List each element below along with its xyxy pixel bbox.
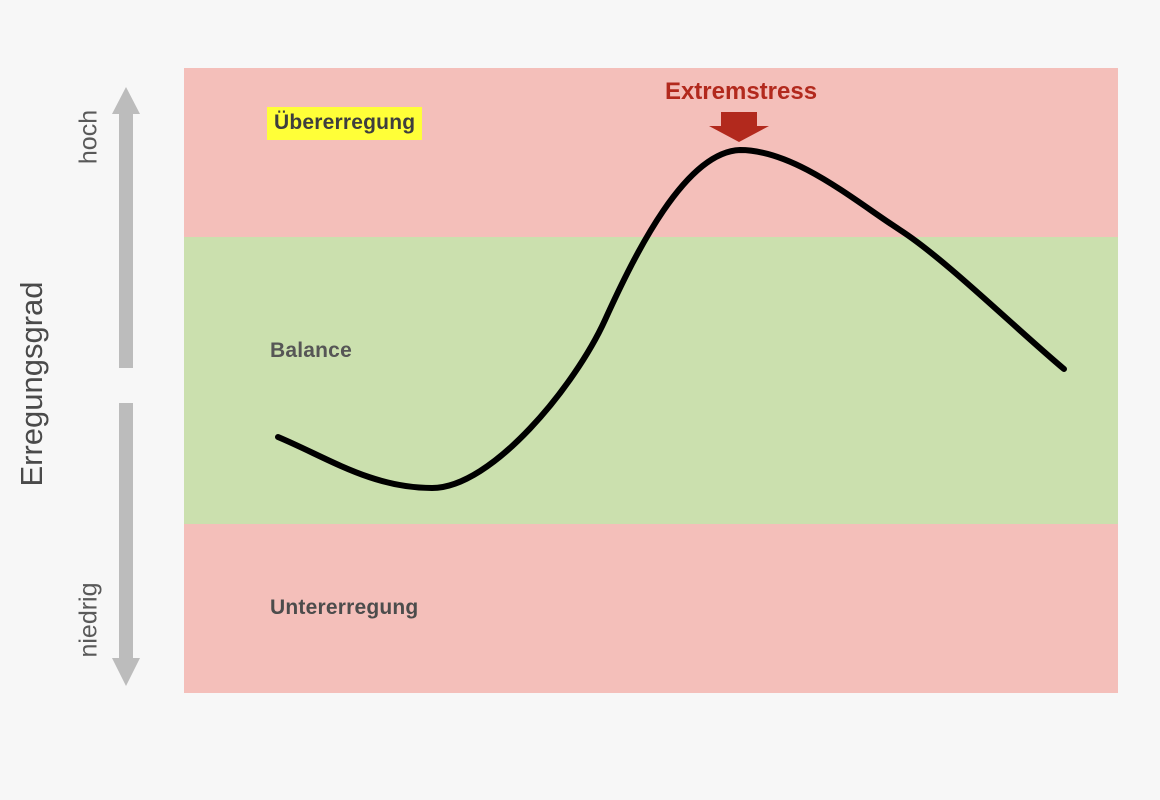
zone-label-underarousal: Untererregung [270,596,419,619]
zone-band-balance [184,237,1118,524]
y-axis-title: Erregungsgrad [14,281,49,487]
y-axis-high-label: hoch [74,109,103,165]
zone-label-overarousal: Übererregung [267,107,423,140]
zone-band-overarousal [184,68,1118,237]
axis-down-arrow-icon [112,403,140,686]
y-axis-low-label: niedrig [74,582,103,658]
zone-band-underarousal [184,524,1118,693]
zone-label-balance: Balance [270,339,352,362]
extremstress-annotation: Extremstress [664,78,818,105]
axis-up-arrow-icon [112,87,140,368]
